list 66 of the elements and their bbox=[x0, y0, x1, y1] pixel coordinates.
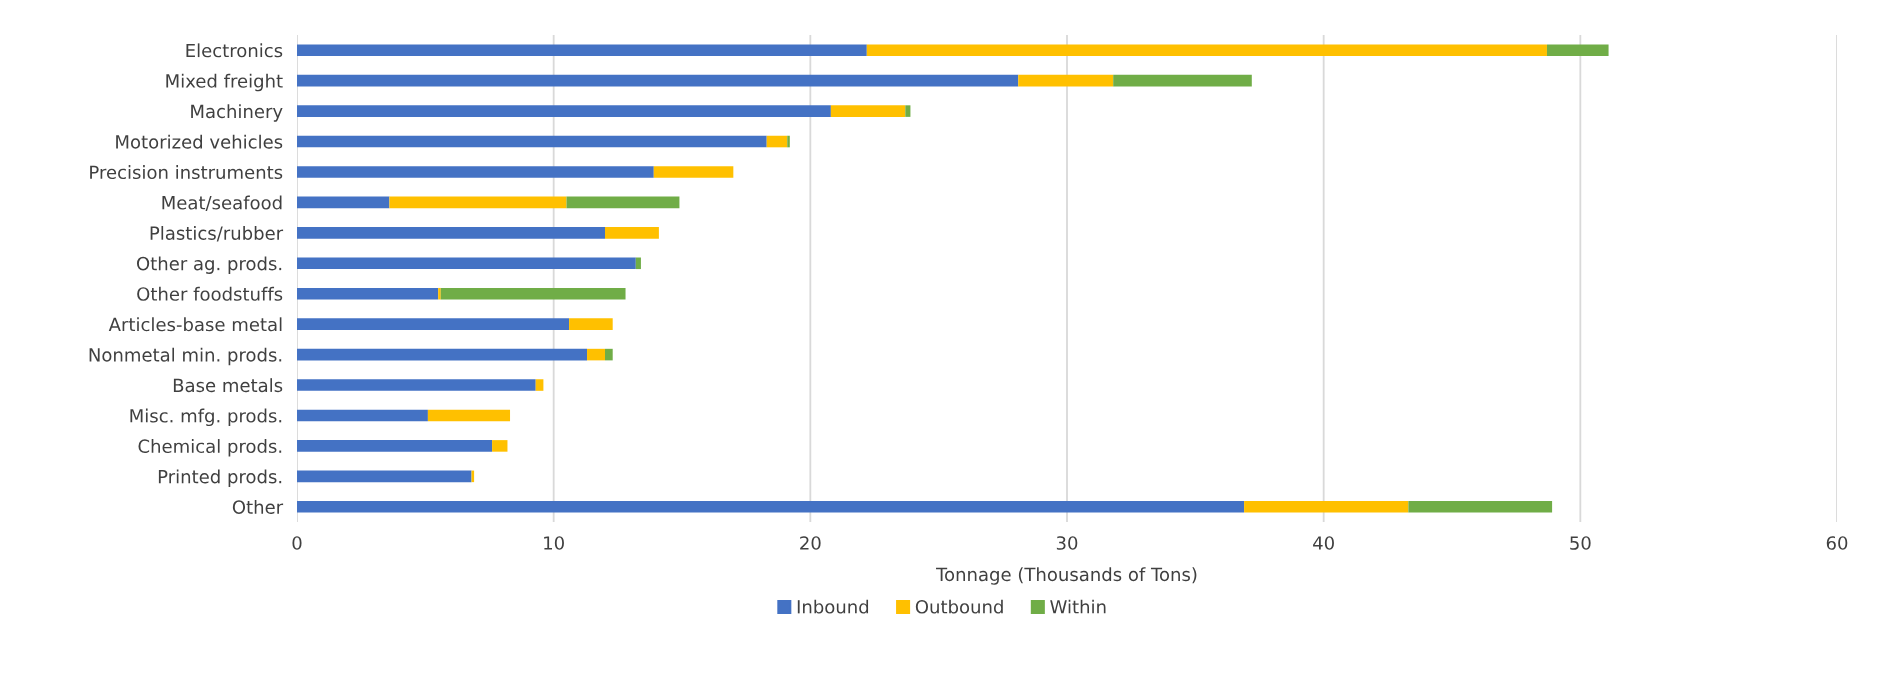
bar bbox=[297, 470, 472, 483]
y-tick-label: Chemical prods. bbox=[138, 439, 282, 457]
bar bbox=[297, 318, 570, 330]
bar bbox=[297, 166, 654, 178]
y-tick-label: Meat/seafood bbox=[162, 195, 282, 211]
bar bbox=[297, 44, 867, 56]
bar bbox=[535, 379, 544, 391]
bar bbox=[440, 287, 626, 300]
x-tick-label: 10 bbox=[544, 536, 564, 550]
legend-label: Inbound bbox=[797, 599, 869, 614]
y-tick-label: Machinery bbox=[191, 104, 283, 122]
bar bbox=[297, 379, 536, 391]
bar bbox=[1546, 44, 1609, 56]
bar bbox=[605, 227, 659, 239]
bar bbox=[297, 440, 493, 452]
y-tick-label: Electronics bbox=[186, 43, 283, 58]
bar bbox=[587, 348, 605, 361]
y-tick-label: Plastics/rubber bbox=[150, 225, 284, 242]
bar bbox=[297, 348, 588, 361]
x-tick-label: 30 bbox=[1056, 536, 1078, 550]
y-tick-label: Articles-base metal bbox=[108, 317, 282, 332]
bar bbox=[766, 135, 788, 148]
bar bbox=[297, 135, 767, 148]
y-tick-label: Base metals bbox=[173, 378, 283, 393]
y-tick-label: Nonmetal min. prods. bbox=[89, 347, 282, 366]
x-tick-label: 20 bbox=[800, 536, 821, 550]
bar bbox=[297, 105, 831, 117]
legend-label: Outbound bbox=[915, 599, 1003, 614]
bar bbox=[389, 196, 567, 209]
bar bbox=[1244, 501, 1409, 513]
bar bbox=[905, 105, 911, 117]
bar bbox=[297, 409, 428, 422]
bar bbox=[492, 440, 508, 452]
bar bbox=[297, 74, 1019, 87]
bar bbox=[1408, 501, 1553, 513]
x-axis-title: Tonnage (Thousands of Tons) bbox=[936, 567, 1197, 585]
bar bbox=[653, 166, 734, 178]
y-tick-label: Misc. mfg. prods. bbox=[130, 408, 282, 427]
legend-label: Within bbox=[1050, 599, 1106, 614]
bar bbox=[830, 105, 906, 117]
bar bbox=[605, 348, 613, 361]
bar bbox=[1113, 74, 1252, 87]
bar bbox=[566, 196, 680, 209]
x-tick-label: 50 bbox=[1570, 536, 1591, 550]
x-tick-label: 40 bbox=[1313, 536, 1334, 550]
bar bbox=[438, 287, 441, 300]
y-tick-label: Printed prods. bbox=[158, 469, 282, 487]
bar bbox=[635, 257, 641, 270]
x-tick-label: 60 bbox=[1826, 536, 1848, 550]
bar bbox=[427, 409, 511, 422]
bar bbox=[1018, 74, 1114, 87]
bar bbox=[787, 135, 790, 148]
bar bbox=[297, 287, 439, 300]
y-tick-label: Other bbox=[232, 499, 284, 514]
y-tick-label: Other ag. prods. bbox=[136, 256, 282, 274]
y-tick-label: Mixed freight bbox=[166, 73, 283, 92]
y-tick-label: Precision instruments bbox=[90, 165, 283, 180]
y-tick-label: Motorized vehicles bbox=[116, 134, 283, 149]
bar bbox=[297, 501, 1245, 513]
y-tick-label: Other foodstuffs bbox=[137, 286, 283, 301]
bar bbox=[297, 227, 605, 239]
x-tick-label: 0 bbox=[292, 536, 302, 550]
bar bbox=[569, 318, 613, 330]
bar bbox=[297, 196, 390, 209]
bar bbox=[297, 257, 636, 270]
bar bbox=[866, 44, 1547, 56]
